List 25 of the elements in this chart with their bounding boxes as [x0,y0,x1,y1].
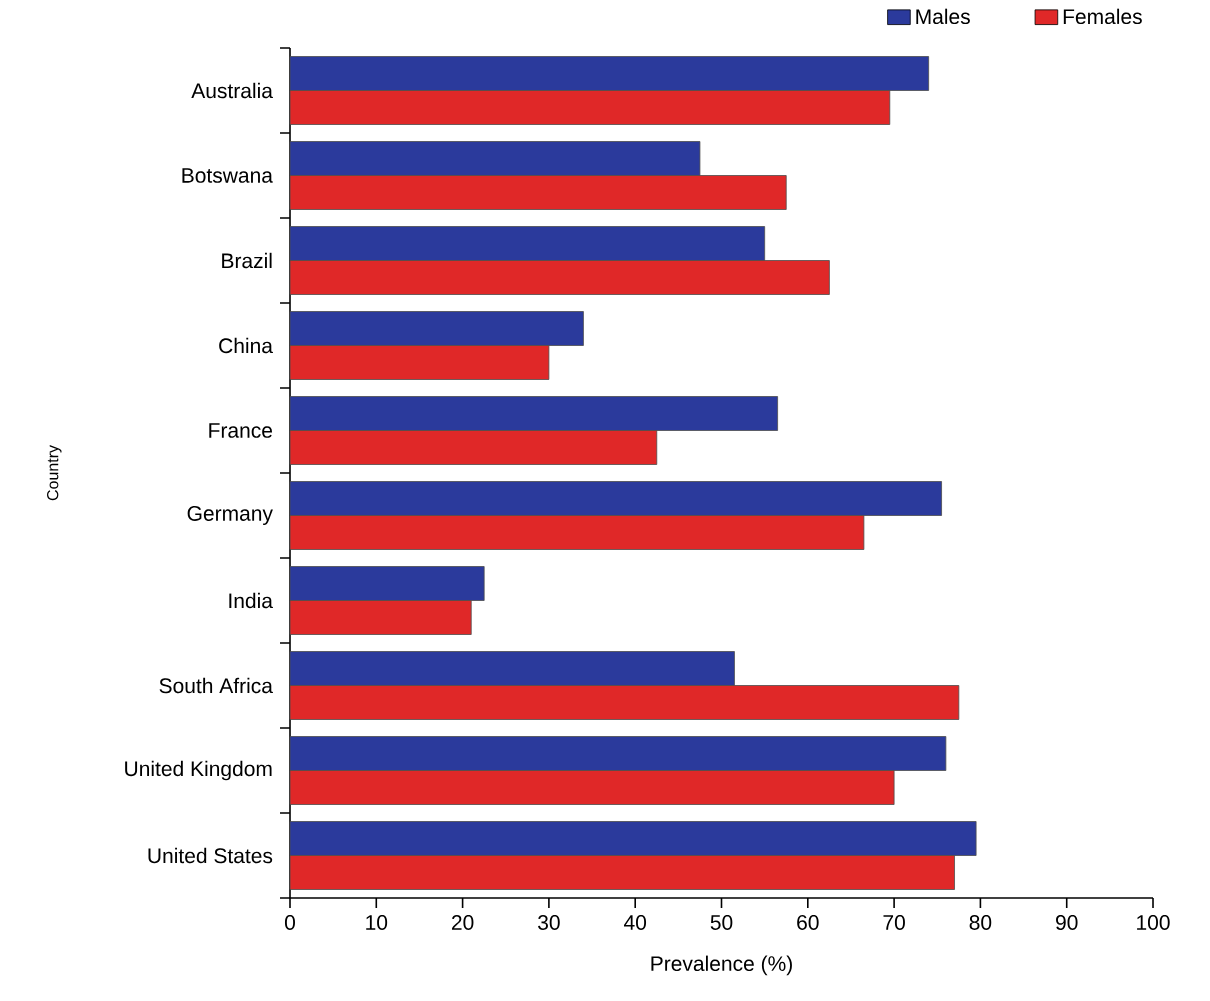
x-tick-label: 30 [538,915,560,930]
x-axis-title: Prevalence (%) [651,955,792,976]
x-tick-label: 20 [451,915,474,930]
y-tick-label: Australia [191,82,273,99]
y-tick-label: India [229,592,273,609]
x-tick-label: 60 [797,915,819,930]
x-tick-label: 10 [366,915,388,930]
x-tick-label: 80 [969,915,992,930]
x-tick-label: 50 [710,915,733,930]
y-tick-label: Brazil [222,252,272,269]
legend-label: Females [1063,8,1142,25]
y-tick-label: South Africa [159,677,273,694]
y-tick-label: China [219,337,273,354]
x-tick-label: 100 [1137,915,1170,930]
y-tick-label: France [209,423,273,438]
x-tick-label: 40 [623,915,647,930]
legend-label: Males [916,8,970,25]
y-tick-label: United States [148,847,273,864]
y-tick-label: Botswana [182,168,273,183]
x-tick-label: 0 [284,915,295,930]
y-tick-label: United Kingdom [125,760,272,781]
y-axis-title: Country [47,445,62,501]
y-tick-label: Germany [187,506,273,526]
x-tick-label: 70 [883,915,905,930]
x-tick-label: 90 [1056,915,1078,930]
